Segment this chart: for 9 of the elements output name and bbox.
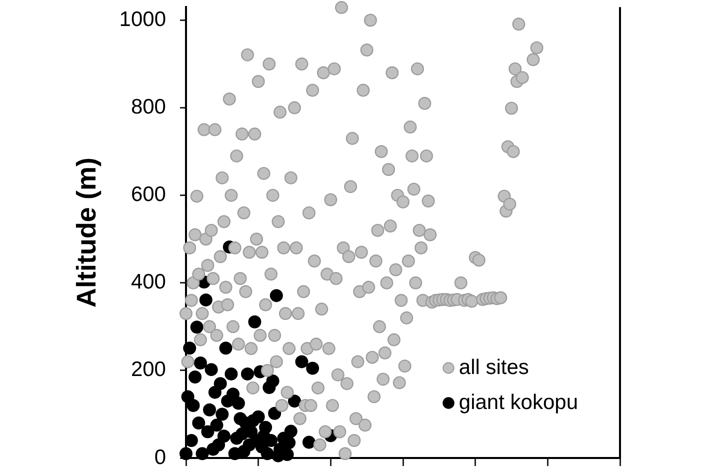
legend-label: all sites	[458, 356, 529, 379]
y-tick-label: 1000	[119, 8, 166, 32]
y-tick-label: 200	[130, 358, 166, 382]
y-axis-title: Altitude (m)	[72, 158, 102, 308]
y-tick-label: 800	[130, 96, 166, 119]
y-tick-label: 0	[154, 446, 166, 469]
y-tick-label: 600	[130, 183, 166, 206]
legend-label: giant kokopu	[458, 390, 578, 414]
y-tick-label: 400	[130, 270, 166, 294]
